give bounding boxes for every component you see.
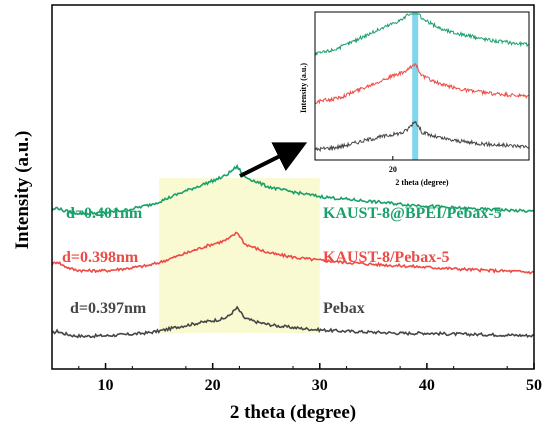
inset-background: [315, 12, 529, 160]
x-tick-label-4: 50: [526, 377, 542, 394]
inset-x-tick-label-0: 20: [389, 165, 397, 174]
inset-x-axis-title: 2 theta (degree): [395, 178, 449, 187]
y-axis-title: Intensity (a.u.): [12, 131, 33, 250]
d-label-bpei: d=0.401nm: [66, 205, 143, 222]
highlight-region: [159, 178, 320, 333]
label-pebax: Pebax: [323, 300, 365, 317]
x-axis-title: 2 theta (degree): [230, 402, 356, 423]
series-line-2: [51, 163, 535, 216]
x-tick-label-3: 40: [419, 377, 435, 394]
d-label-kaust8: d=0.398nm: [62, 249, 139, 266]
series-line-1: [51, 231, 535, 275]
inset-chart: 20 2 theta (degree) Intensity (a.u.): [299, 11, 530, 187]
x-tick-label-2: 30: [312, 377, 328, 394]
inset-series-group: [314, 13, 529, 153]
label-bpei: KAUST-8@BPEI/Pebax-5: [323, 205, 502, 222]
d-label-pebax: d=0.397nm: [70, 300, 147, 317]
inset-frame: [314, 11, 530, 161]
x-ticks: 10 20 30 40 50: [78, 363, 542, 394]
label-kaust8: KAUST-8/Pebax-5: [323, 249, 450, 266]
x-tick-label-1: 20: [205, 377, 221, 394]
inset-series-line-2: [314, 13, 529, 56]
series-line-0: [51, 305, 535, 339]
inset-series-line-0: [314, 120, 529, 153]
x-tick-label-0: 10: [98, 377, 114, 394]
inset-x-ticks: 20: [389, 156, 397, 174]
inset-y-axis-title: Intensity (a.u.): [299, 63, 308, 113]
inset-series-line-1: [315, 63, 529, 105]
inset-highlight-band: [412, 12, 419, 160]
arrow-to-inset: [239, 142, 308, 178]
series-group: [51, 163, 535, 339]
